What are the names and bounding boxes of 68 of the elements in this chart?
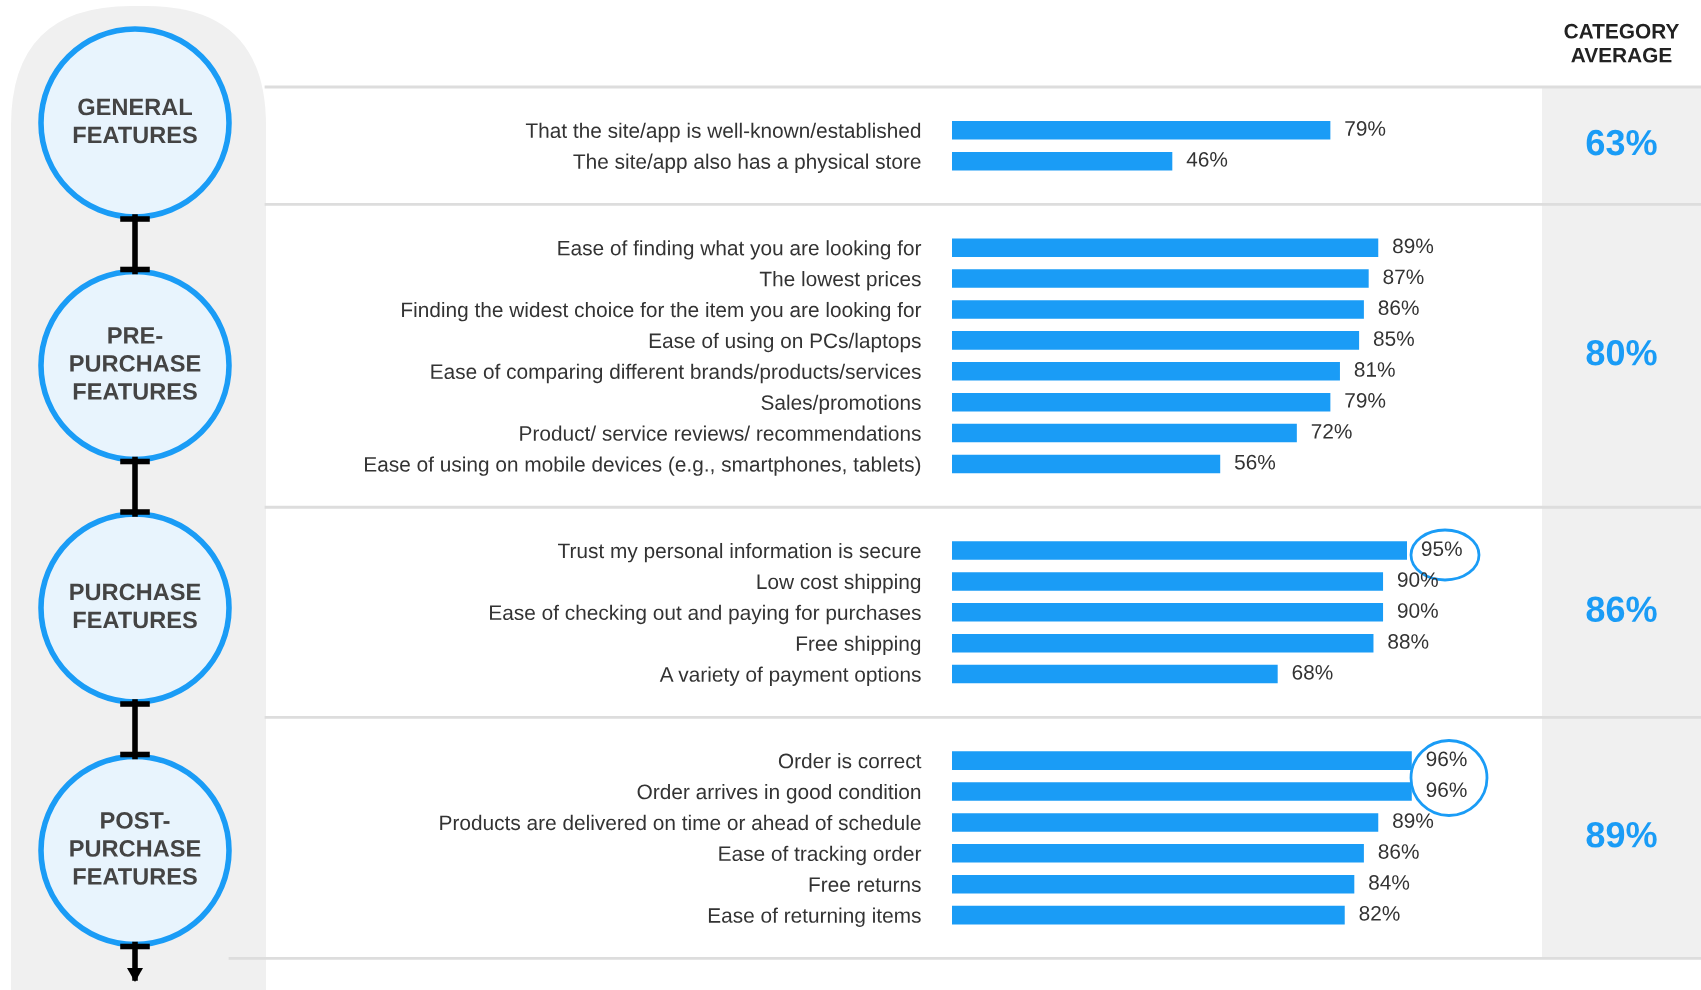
data-label: 90%	[1397, 572, 1438, 587]
y-tick-label: That the site/app is well-known/established	[525, 122, 921, 143]
y-tick-label: Trust my personal information is secure	[558, 542, 921, 563]
y-axis-title: PURCHASE FEATURES	[70, 583, 201, 629]
data-label: 46%	[1186, 152, 1228, 167]
bar	[952, 541, 1407, 560]
y-tick-label: Low cost shipping	[757, 573, 921, 594]
y-tick-label: Ease of using on PCs/laptops	[649, 332, 921, 353]
bar	[952, 905, 1345, 925]
data-label: 86%	[1378, 300, 1419, 316]
data-label: 85%	[1373, 331, 1414, 346]
y-tick-label: Sales/promotions	[761, 394, 921, 415]
y-tick-label: Product/ service reviews/ recommendations	[520, 425, 921, 441]
text: 86%	[1586, 596, 1657, 622]
bar	[952, 269, 1369, 288]
bar	[952, 423, 1297, 443]
y-tick-label: Ease of finding what you are looking for	[558, 240, 922, 260]
data-label: 56%	[1234, 454, 1276, 470]
y-tick-label: Order arrives in good condition	[637, 783, 921, 804]
data-label: 88%	[1388, 634, 1429, 649]
y-tick-label: Ease of tracking order	[719, 845, 922, 866]
y-axis-title: PRE- PURCHASE FEATURES	[70, 327, 201, 400]
y-tick-label: Finding the widest choice for the item you are looking for	[402, 301, 922, 322]
data-label: 90%	[1397, 603, 1438, 618]
bar	[952, 331, 1360, 350]
data-label: 89%	[1393, 813, 1434, 829]
data-label: 96%	[1426, 751, 1467, 767]
data-label: 82%	[1359, 905, 1400, 921]
bar	[952, 572, 1384, 591]
y-tick-label: Order is correct	[778, 753, 922, 769]
y-tick-label: Ease of comparing different brands/products/services	[431, 363, 921, 384]
data-label: 96%	[1426, 782, 1467, 798]
bar	[952, 392, 1331, 412]
bar	[952, 874, 1355, 894]
y-axis-title: POST- PURCHASE FEATURES	[70, 812, 201, 885]
bar	[952, 300, 1364, 319]
data-label: 79%	[1345, 121, 1386, 136]
data-label: 81%	[1354, 362, 1395, 377]
y-axis-title: GENERAL FEATURES	[73, 98, 197, 144]
data-label: 84%	[1369, 875, 1410, 890]
y-tick-label: The site/app also has a physical store	[573, 153, 921, 174]
bar	[952, 664, 1278, 684]
y-tick-label: Products are delivered on time or ahead of schedule	[440, 814, 921, 831]
bar	[952, 633, 1374, 653]
bar	[952, 238, 1379, 257]
data-label: 89%	[1393, 238, 1434, 254]
bar	[952, 813, 1379, 832]
bar	[952, 362, 1340, 381]
y-tick-label: The lowest prices	[759, 271, 921, 291]
y-tick-label: Ease of checking out and paying for purchases	[490, 604, 921, 625]
data-label: 95%	[1421, 541, 1462, 557]
y-tick-label: Ease of using on mobile devices (e.g., smartphones, tablets)	[365, 456, 921, 476]
text: CATEGORY AVERAGE	[1564, 23, 1680, 63]
text: 80%	[1586, 339, 1657, 366]
bar	[952, 844, 1364, 863]
data-label: 79%	[1345, 393, 1386, 408]
bar	[952, 603, 1384, 622]
text: 63%	[1586, 129, 1657, 156]
y-tick-label: A variety of payment options	[659, 666, 921, 686]
data-label: 68%	[1292, 664, 1333, 680]
y-tick-label: Free shipping	[796, 635, 921, 656]
y-tick-label: Ease of returning items	[708, 907, 921, 927]
bar	[952, 454, 1221, 474]
data-label: 87%	[1383, 269, 1424, 285]
y-tick-label: Free returns	[809, 877, 921, 892]
text: 89%	[1586, 821, 1657, 848]
data-label: 86%	[1378, 844, 1419, 859]
data-label: 72%	[1311, 423, 1352, 439]
